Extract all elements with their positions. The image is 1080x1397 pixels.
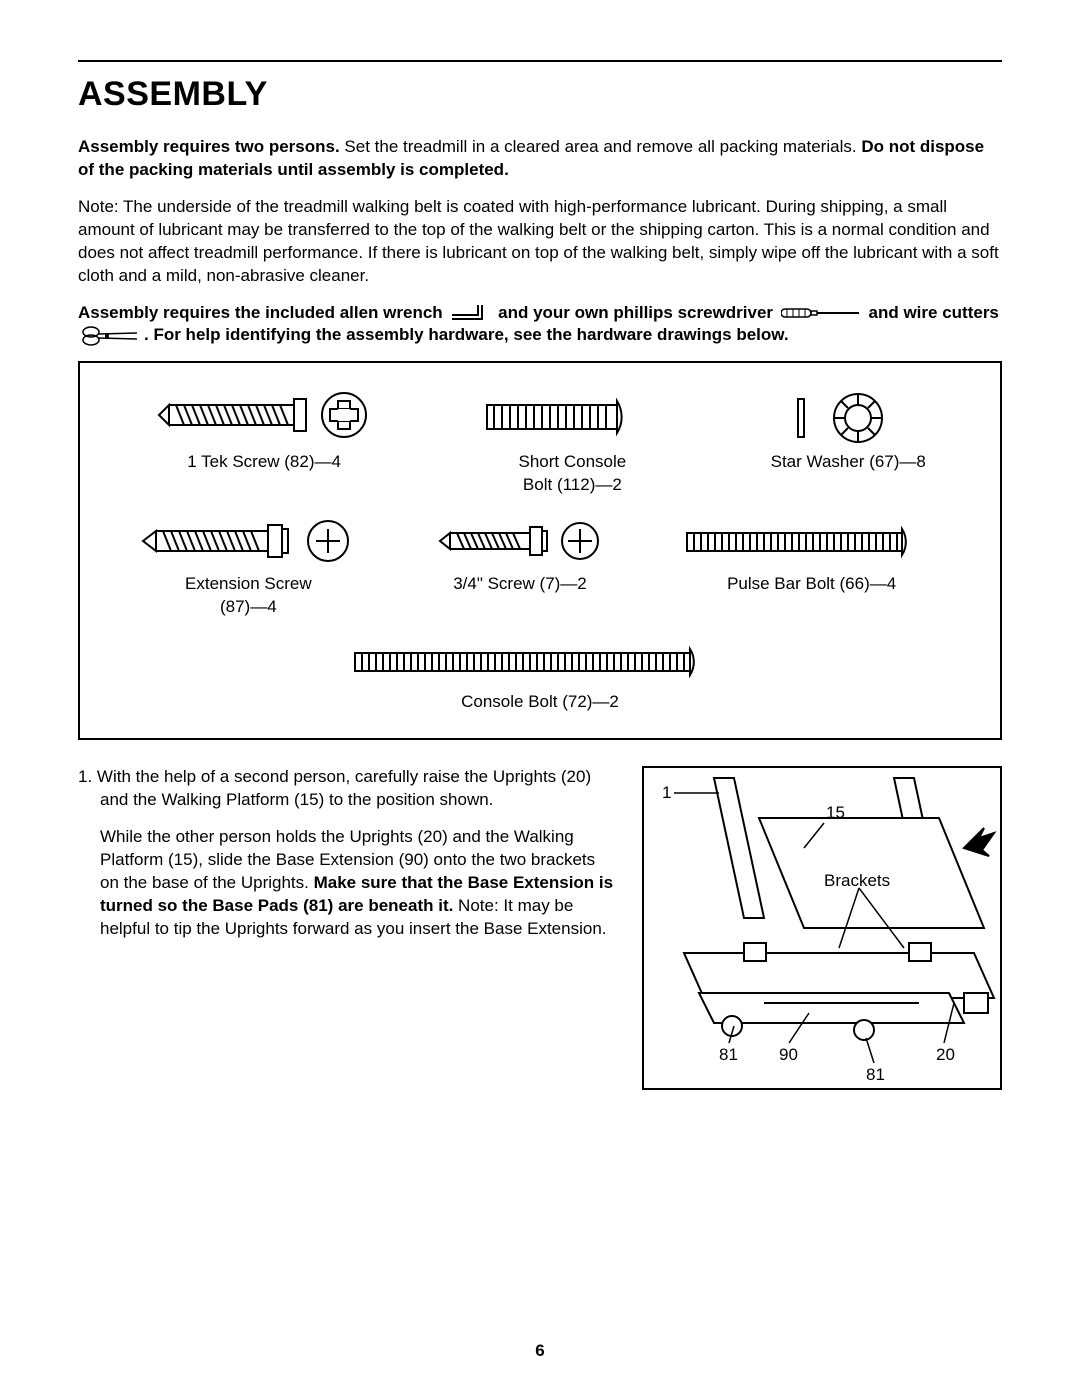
hw-row-2: Extension Screw (87)—4 (100, 519, 980, 619)
hw-short-console-bolt: Short Console Bolt (112)—2 (482, 391, 662, 497)
hw-three-quarter-screw-label: 3/4" Screw (7)—2 (453, 573, 587, 596)
star-washer-icon (788, 391, 908, 445)
console-bolt-icon (350, 641, 730, 685)
hw-pulse-bar-bolt: Pulse Bar Bolt (66)—4 (682, 519, 942, 596)
intro1-text-b: Set the treadmill in a cleared area and … (340, 137, 862, 156)
hw-tek-screw: 1 Tek Screw (82)—4 (154, 391, 374, 474)
tools-a: Assembly requires the included allen wre… (78, 303, 443, 322)
hw-console-bolt: Console Bolt (72)—2 (350, 641, 730, 714)
step-1: 1. With the help of a second person, car… (78, 766, 1002, 1090)
assembly-diagram-icon: 1 15 Brackets 81 90 20 81 (644, 768, 1000, 1088)
page-number: 6 (0, 1340, 1080, 1363)
hardware-box: 1 Tek Screw (82)—4 (78, 361, 1002, 740)
step-1-text: 1. With the help of a second person, car… (78, 766, 618, 1090)
hw-console-bolt-label: Console Bolt (72)—2 (461, 691, 619, 714)
page-title: ASSEMBLY (78, 72, 1002, 118)
callout-15: 15 (826, 803, 845, 822)
step-1-diagram: 1 15 Brackets 81 90 20 81 (642, 766, 1002, 1090)
tek-screw-icon (154, 391, 374, 445)
callout-90: 90 (779, 1045, 798, 1064)
hw-extension-screw-label-2: (87)—4 (220, 596, 277, 619)
extension-screw-icon (138, 519, 358, 567)
hw-star-washer-label: Star Washer (67)—8 (771, 451, 926, 474)
hw-short-console-bolt-label-1: Short Console (519, 451, 627, 474)
hw-star-washer: Star Washer (67)—8 (771, 391, 926, 474)
wire-cutters-icon (81, 325, 141, 347)
screwdriver-icon (781, 306, 861, 320)
three-quarter-screw-icon (435, 519, 605, 567)
callout-1: 1 (662, 783, 671, 802)
callout-brackets: Brackets (824, 871, 890, 890)
top-rule (78, 60, 1002, 62)
intro-paragraph-2: Note: The underside of the treadmill wal… (78, 196, 1002, 288)
callout-81a: 81 (719, 1045, 738, 1064)
hw-short-console-bolt-label-2: Bolt (112)—2 (523, 474, 622, 497)
hw-pulse-bar-bolt-label: Pulse Bar Bolt (66)—4 (727, 573, 896, 596)
step-1-para-2: While the other person holds the Upright… (100, 826, 618, 941)
hw-row-1: 1 Tek Screw (82)—4 (100, 391, 980, 497)
intro1-bold-a: Assembly requires two persons. (78, 137, 340, 156)
hw-row-3: Console Bolt (72)—2 (100, 641, 980, 714)
intro-paragraph-1: Assembly requires two persons. Set the t… (78, 136, 1002, 182)
hw-extension-screw: Extension Screw (87)—4 (138, 519, 358, 619)
tools-paragraph: Assembly requires the included allen wre… (78, 302, 1002, 348)
step-1-number: 1. (78, 767, 92, 786)
hw-tek-screw-label: 1 Tek Screw (82)—4 (187, 451, 341, 474)
page: ASSEMBLY Assembly requires two persons. … (0, 0, 1080, 1397)
tools-b: and your own phillips screwdriver (498, 303, 773, 322)
tools-d: . For help identifying the assembly hard… (144, 325, 789, 344)
hw-three-quarter-screw: 3/4" Screw (7)—2 (435, 519, 605, 596)
step-1a: With the help of a second person, carefu… (97, 767, 591, 809)
hw-extension-screw-label-1: Extension Screw (185, 573, 312, 596)
callout-81b: 81 (866, 1065, 885, 1084)
short-console-bolt-icon (482, 391, 662, 445)
tools-c: and wire cutters (869, 303, 999, 322)
allen-wrench-icon (450, 303, 490, 323)
callout-20: 20 (936, 1045, 955, 1064)
pulse-bar-bolt-icon (682, 519, 942, 567)
step-1-para-1: 1. With the help of a second person, car… (100, 766, 618, 812)
